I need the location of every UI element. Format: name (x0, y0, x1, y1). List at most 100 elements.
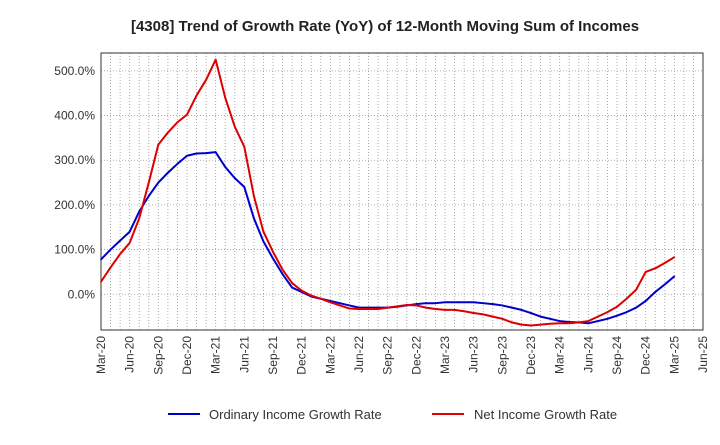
data-point-net-income-growth-rate (424, 306, 427, 309)
x-tick-label: Mar-23 (438, 336, 452, 374)
y-tick-label: 0.0% (68, 287, 96, 301)
data-point-ordinary-income-growth-rate (501, 304, 504, 307)
data-point-ordinary-income-growth-rate (510, 306, 513, 309)
data-point-ordinary-income-growth-rate (663, 283, 666, 286)
data-point-net-income-growth-rate (358, 308, 360, 310)
data-point-ordinary-income-growth-rate (673, 275, 676, 278)
data-point-ordinary-income-growth-rate (539, 315, 542, 318)
data-point-net-income-growth-rate (587, 320, 590, 322)
data-point-ordinary-income-growth-rate (186, 154, 188, 157)
x-tick-label: Jun-20 (123, 336, 137, 373)
data-point-ordinary-income-growth-rate (348, 304, 351, 307)
data-point-ordinary-income-growth-rate (482, 302, 485, 305)
data-point-net-income-growth-rate (491, 315, 494, 318)
data-point-net-income-growth-rate (596, 315, 599, 318)
data-point-ordinary-income-growth-rate (291, 286, 294, 289)
data-point-net-income-growth-rate (319, 297, 322, 300)
data-point-net-income-growth-rate (128, 241, 131, 244)
data-point-net-income-growth-rate (673, 256, 676, 259)
data-point-net-income-growth-rate (262, 230, 265, 233)
data-point-net-income-growth-rate (100, 280, 102, 283)
data-point-net-income-growth-rate (329, 301, 332, 304)
data-point-ordinary-income-growth-rate (338, 302, 341, 305)
data-point-net-income-growth-rate (109, 266, 112, 269)
x-tick-label: Mar-20 (94, 336, 108, 374)
x-tick-label: Jun-22 (352, 336, 366, 373)
x-tick-label: Dec-22 (409, 336, 423, 375)
data-point-net-income-growth-rate (577, 321, 580, 324)
data-point-net-income-growth-rate (147, 181, 150, 184)
data-point-net-income-growth-rate (214, 58, 217, 61)
data-point-net-income-growth-rate (205, 78, 208, 81)
data-point-ordinary-income-growth-rate (166, 171, 169, 174)
x-tick-label: Mar-25 (667, 336, 681, 374)
data-point-net-income-growth-rate (434, 308, 437, 310)
data-point-net-income-growth-rate (272, 250, 274, 253)
x-tick-label: Sep-22 (381, 336, 395, 375)
chart-title: [4308] Trend of Growth Rate (YoY) of 12-… (131, 18, 639, 35)
data-point-ordinary-income-growth-rate (252, 217, 255, 220)
data-point-net-income-growth-rate (520, 323, 523, 326)
data-point-net-income-growth-rate (625, 297, 628, 300)
data-point-net-income-growth-rate (252, 195, 255, 197)
series-line-net-income-growth-rate (100, 58, 675, 327)
y-tick-label: 100.0% (54, 243, 95, 257)
x-tick-label: Mar-22 (323, 336, 337, 374)
x-tick-label: Dec-21 (295, 336, 309, 375)
data-point-net-income-growth-rate (291, 282, 294, 284)
data-point-ordinary-income-growth-rate (138, 210, 141, 213)
data-point-net-income-growth-rate (300, 289, 303, 292)
x-tick-label: Mar-24 (553, 336, 567, 374)
data-point-net-income-growth-rate (482, 313, 485, 316)
x-tick-label: Dec-23 (524, 336, 538, 375)
data-point-net-income-growth-rate (568, 322, 571, 325)
data-point-ordinary-income-growth-rate (616, 314, 618, 317)
data-point-net-income-growth-rate (348, 307, 351, 310)
x-tick-label: Sep-21 (266, 336, 280, 375)
y-tick-label: 500.0% (54, 64, 95, 78)
data-point-ordinary-income-growth-rate (205, 152, 208, 154)
data-point-ordinary-income-growth-rate (453, 301, 456, 304)
data-point-ordinary-income-growth-rate (444, 301, 446, 304)
data-point-net-income-growth-rate (663, 262, 666, 264)
data-point-ordinary-income-growth-rate (157, 181, 160, 184)
data-point-ordinary-income-growth-rate (272, 257, 274, 260)
data-point-net-income-growth-rate (233, 125, 236, 128)
data-point-net-income-growth-rate (444, 308, 446, 311)
data-point-ordinary-income-growth-rate (262, 240, 265, 243)
data-point-ordinary-income-growth-rate (176, 162, 179, 165)
series-layer (100, 58, 676, 327)
y-tick-label: 400.0% (54, 109, 95, 123)
data-point-net-income-growth-rate (635, 288, 638, 291)
y-tick-label: 300.0% (54, 153, 95, 167)
data-point-net-income-growth-rate (281, 268, 284, 271)
data-point-ordinary-income-growth-rate (434, 302, 437, 305)
data-point-net-income-growth-rate (377, 308, 380, 310)
data-point-net-income-growth-rate (138, 217, 141, 220)
data-point-net-income-growth-rate (415, 304, 418, 307)
data-point-net-income-growth-rate (310, 294, 313, 297)
grid-layer (101, 53, 703, 330)
data-point-net-income-growth-rate (338, 304, 341, 307)
data-point-net-income-growth-rate (549, 322, 552, 325)
data-point-ordinary-income-growth-rate (520, 308, 523, 311)
data-point-ordinary-income-growth-rate (472, 301, 475, 304)
series-line-ordinary-income-growth-rate (100, 151, 675, 325)
x-tick-label: Sep-23 (495, 336, 509, 375)
data-point-net-income-growth-rate (166, 131, 169, 134)
plot-frame (100, 52, 704, 331)
x-tick-label: Mar-21 (209, 336, 223, 374)
y-tick-label: 200.0% (54, 198, 95, 212)
x-tick-label: Sep-24 (610, 336, 624, 375)
x-axis-tick-labels: Mar-20 Jun-20 Sep-20 Dec-20 Mar-21 Jun-21 Sep-… (94, 336, 710, 375)
data-point-ordinary-income-growth-rate (558, 320, 561, 322)
data-point-ordinary-income-growth-rate (491, 303, 494, 305)
data-point-net-income-growth-rate (539, 323, 542, 326)
x-tick-label: Jun-23 (467, 336, 481, 373)
data-point-ordinary-income-growth-rate (147, 195, 150, 197)
data-point-ordinary-income-growth-rate (243, 186, 246, 188)
data-point-ordinary-income-growth-rate (233, 177, 236, 179)
x-tick-label: Dec-20 (180, 336, 194, 375)
data-point-net-income-growth-rate (530, 324, 532, 327)
